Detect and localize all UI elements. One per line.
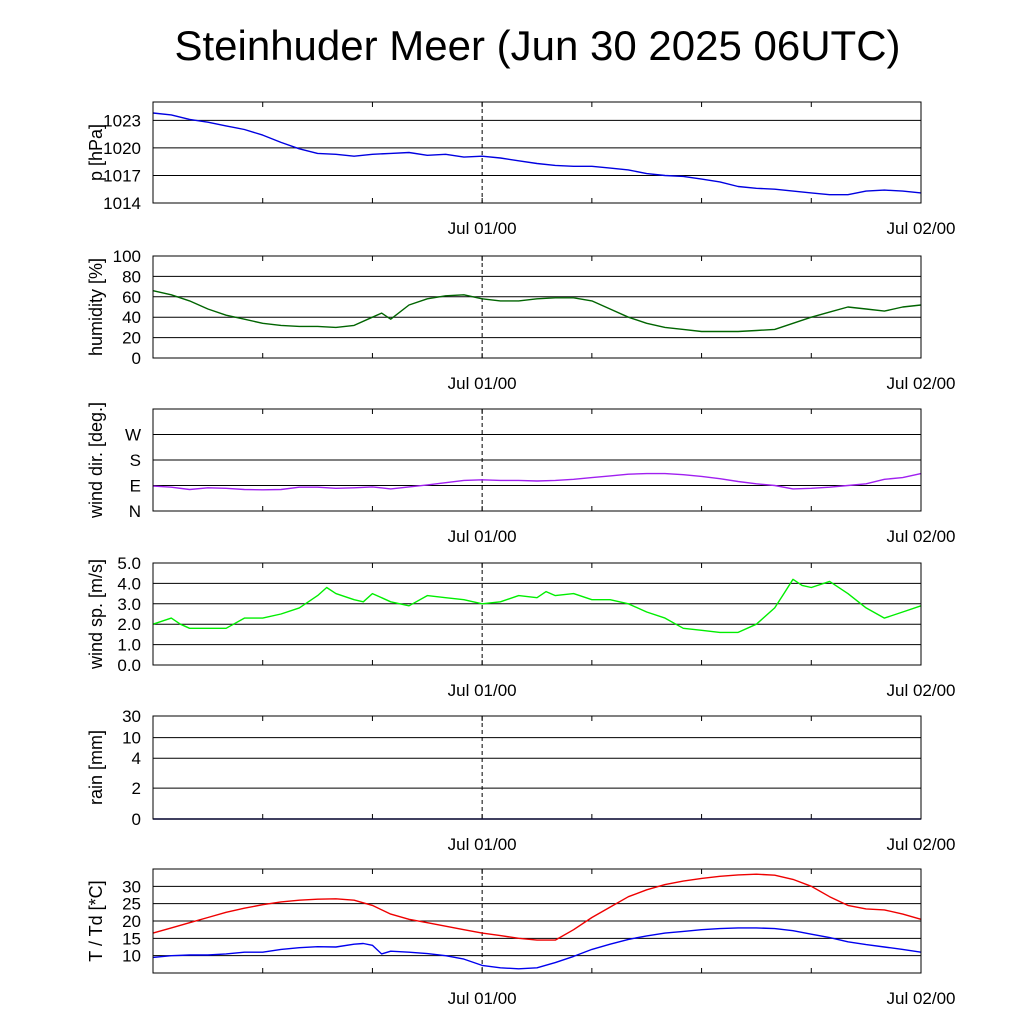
y-axis-label: humidity [%] bbox=[86, 258, 106, 356]
y-tick-label: 30 bbox=[122, 877, 141, 896]
series-line-1 bbox=[152, 578, 922, 634]
x-tick-label: Jul 02/00 bbox=[887, 681, 956, 700]
y-tick-label: 0 bbox=[132, 810, 141, 829]
x-tick-label: Jul 01/00 bbox=[448, 527, 517, 546]
y-tick-label: 10 bbox=[122, 947, 141, 966]
y-tick-label: 1017 bbox=[103, 166, 141, 185]
chart-title: Steinhuder Meer (Jun 30 2025 06UTC) bbox=[174, 22, 901, 69]
y-tick-label: 60 bbox=[122, 288, 141, 307]
series-line-1 bbox=[152, 290, 922, 333]
series-line-2 bbox=[152, 927, 922, 970]
y-tick-label: N bbox=[129, 502, 141, 521]
y-tick-label: 20 bbox=[122, 912, 141, 931]
x-tick-label: Jul 02/00 bbox=[887, 527, 956, 546]
plot-frame bbox=[152, 715, 922, 820]
y-tick-label: W bbox=[125, 426, 141, 445]
y-tick-label: 1020 bbox=[103, 139, 141, 158]
y-tick-label: 3.0 bbox=[117, 595, 141, 614]
x-tick-label: Jul 01/00 bbox=[448, 219, 517, 238]
plot-frame bbox=[152, 255, 922, 359]
y-tick-label: 0 bbox=[132, 349, 141, 368]
x-tick-label: Jul 01/00 bbox=[448, 374, 517, 393]
y-tick-label: E bbox=[130, 477, 141, 496]
series-line-1 bbox=[152, 472, 922, 491]
x-tick-label: Jul 02/00 bbox=[887, 989, 956, 1008]
y-tick-label: 2 bbox=[132, 779, 141, 798]
y-tick-label: S bbox=[130, 451, 141, 470]
y-tick-label: 100 bbox=[113, 247, 141, 266]
y-tick-label: 1023 bbox=[103, 111, 141, 130]
plot-frame bbox=[152, 868, 922, 974]
plot-frame bbox=[152, 101, 922, 204]
x-tick-label: Jul 02/00 bbox=[887, 374, 956, 393]
y-axis-label: rain [mm] bbox=[86, 730, 106, 805]
y-tick-label: 30 bbox=[122, 707, 141, 726]
y-tick-label: 40 bbox=[122, 308, 141, 327]
y-tick-label: 5.0 bbox=[117, 554, 141, 573]
y-axis-label: wind dir. [deg.] bbox=[86, 402, 106, 519]
y-tick-label: 80 bbox=[122, 267, 141, 286]
y-tick-label: 2.0 bbox=[117, 615, 141, 634]
y-tick-label: 4.0 bbox=[117, 574, 141, 593]
y-tick-label: 4 bbox=[132, 749, 141, 768]
series-line-1 bbox=[152, 873, 922, 941]
y-tick-label: 1014 bbox=[103, 194, 141, 213]
panel-wind-speed: 0.01.0 2.03.0 4.05.0 Jul 01/00 Jul 02/00 wind… bbox=[86, 554, 956, 700]
panel-pressure: 1014 1017 1020 1023 Jul 01/00 Jul 02/00 p [hPa… bbox=[86, 101, 956, 238]
x-tick-label: Jul 01/00 bbox=[448, 835, 517, 854]
y-axis-label: T / Td [*C] bbox=[86, 880, 106, 961]
series-line-1 bbox=[152, 112, 922, 196]
panel-rain: 0 2 410 30 Jul 01/00 Jul 02/00 rain [mm] bbox=[86, 707, 956, 854]
y-tick-label: 10 bbox=[122, 729, 141, 748]
y-tick-label: 1.0 bbox=[117, 636, 141, 655]
y-axis-label: wind sp. [m/s] bbox=[86, 559, 106, 670]
y-tick-label: 25 bbox=[122, 895, 141, 914]
x-tick-label: Jul 02/00 bbox=[887, 219, 956, 238]
plot-frame bbox=[152, 408, 922, 512]
y-axis-label: p [hPa] bbox=[86, 124, 106, 181]
x-tick-label: Jul 01/00 bbox=[448, 989, 517, 1008]
x-tick-label: Jul 01/00 bbox=[448, 681, 517, 700]
plot-frame bbox=[152, 562, 922, 666]
y-tick-label: 15 bbox=[122, 929, 141, 948]
x-tick-label: Jul 02/00 bbox=[887, 835, 956, 854]
y-tick-label: 0.0 bbox=[117, 656, 141, 675]
y-tick-label: 20 bbox=[122, 329, 141, 348]
